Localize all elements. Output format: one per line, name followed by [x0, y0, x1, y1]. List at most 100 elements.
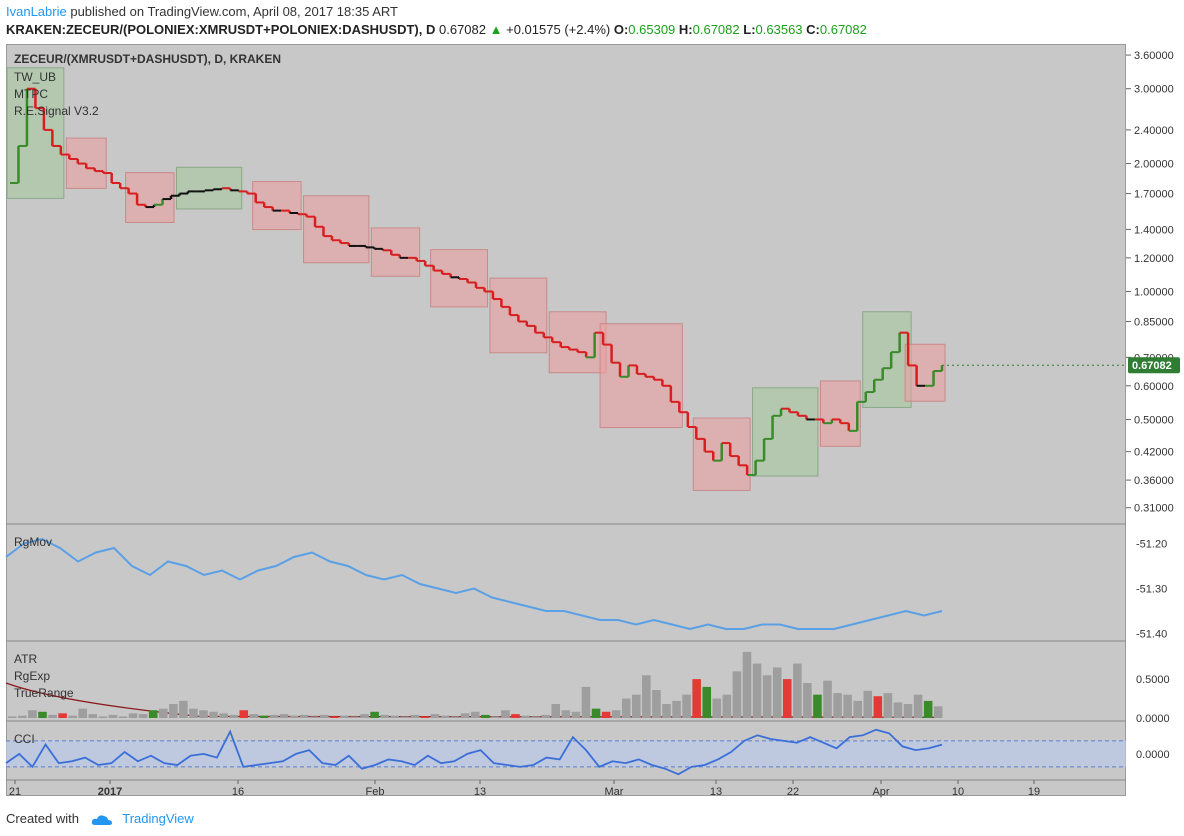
truerange-bar: [682, 694, 691, 718]
price-axis[interactable]: [1126, 44, 1184, 796]
tradingview-brand-link[interactable]: TradingView: [122, 811, 194, 826]
truerange-bar: [853, 700, 862, 718]
rgmov-series-line: [5, 537, 943, 631]
low-label: L:: [743, 22, 756, 37]
truerange-bar: [138, 714, 148, 718]
truerange-bar: [712, 698, 722, 718]
truerange-bar: [632, 694, 641, 718]
truerange-bar: [833, 693, 842, 718]
truerange-bar: [903, 704, 913, 718]
atr-tick-label: 0.5000: [1136, 674, 1170, 686]
truerange-bar: [219, 713, 228, 718]
cci-label[interactable]: CCI: [14, 732, 35, 746]
indicator-label-mtpc[interactable]: MTPC: [14, 87, 48, 101]
publish-line: IvanLabrie published on TradingView.com,…: [6, 4, 398, 19]
indicator-label-re-signal[interactable]: R.E.Signal V3.2: [14, 104, 99, 118]
open-value: 0.65309: [628, 22, 676, 37]
truerange-bar: [521, 715, 530, 718]
truerange-bar: [501, 710, 510, 718]
truerange-bar: [883, 693, 893, 718]
indicator-label-tw-ub[interactable]: TW_UB: [14, 70, 56, 84]
price-tick-label: 0.36000: [1134, 475, 1174, 487]
truerange-bar: [78, 708, 88, 718]
high-value: 0.67082: [692, 22, 740, 37]
range-box-red: [904, 343, 946, 402]
truerange-bar: [823, 680, 832, 718]
truerange-bar: [702, 686, 712, 718]
truerange-bar: [148, 710, 158, 718]
time-tick-label: 16: [232, 786, 244, 798]
truerange-bar: [68, 715, 77, 718]
footer: Created with TradingView: [6, 811, 194, 826]
truerange-bar: [158, 708, 168, 718]
range-box-red: [489, 277, 548, 354]
truerange-bar: [189, 708, 198, 718]
truerange-bar: [692, 679, 701, 718]
truerange-bar: [410, 714, 420, 718]
truerange-bar: [249, 714, 259, 718]
truerange-bar: [601, 711, 611, 718]
price-tick-label: 0.50000: [1134, 414, 1174, 426]
truerange-bar: [803, 683, 812, 718]
truerange-bar: [259, 715, 269, 718]
price-tick-label: 2.00000: [1134, 159, 1174, 171]
truerange-bar: [460, 713, 470, 718]
truerange-bar: [118, 716, 128, 718]
range-box-red: [370, 227, 421, 277]
published-text: published on TradingView.com, April 08, …: [70, 4, 398, 19]
price-tick-label: 1.40000: [1134, 224, 1174, 236]
truerange-bar: [309, 716, 319, 718]
truerange-bar: [88, 714, 98, 718]
truerange-bar: [752, 663, 762, 718]
truerange-bar: [571, 711, 581, 718]
cci-series-line: [5, 728, 943, 776]
price-tick-label: 0.42000: [1134, 447, 1174, 459]
range-box-green: [752, 387, 819, 477]
truerange-bar: [662, 704, 671, 718]
truerange-bar: [299, 714, 309, 718]
truerange-bar: [340, 715, 349, 718]
truerange-label[interactable]: TrueRange: [14, 686, 74, 700]
rgmov-tick-label: -51.30: [1136, 584, 1167, 596]
truerange-bar: [28, 710, 37, 718]
range-box-red: [303, 195, 370, 264]
truerange-bar: [541, 714, 550, 718]
time-tick-label: Feb: [366, 786, 385, 798]
author-link[interactable]: IvanLabrie: [6, 4, 67, 19]
truerange-bar: [551, 704, 561, 718]
truerange-bar: [18, 715, 27, 718]
close-value: 0.67082: [819, 22, 867, 37]
last-price: 0.67082: [439, 22, 486, 37]
price-tick-label: 0.31000: [1134, 503, 1174, 515]
chart-title: ZECEUR/(XMRUSDT+DASHUSDT), D, KRAKEN: [14, 52, 282, 66]
time-tick-label: 10: [952, 786, 964, 798]
truerange-bar: [933, 706, 943, 718]
atr-label[interactable]: ATR: [14, 652, 38, 666]
truerange-bar: [380, 714, 389, 718]
price-tick-label: 0.85000: [1134, 317, 1174, 329]
open-label: O:: [613, 22, 629, 37]
truerange-bar: [742, 651, 752, 718]
last-price-badge-label: 0.67082: [1132, 360, 1172, 372]
rgmov-tick-label: -51.20: [1136, 539, 1167, 551]
truerange-bar: [652, 690, 661, 718]
range-box-red: [819, 380, 861, 447]
truerange-bar: [320, 714, 329, 718]
cci-tick-label: 0.0000: [1136, 749, 1170, 761]
rgmov-label[interactable]: RgMov: [14, 535, 53, 549]
truerange-bar: [621, 698, 631, 718]
truerange-bar: [229, 714, 238, 718]
price-tick-label: 1.20000: [1134, 253, 1174, 265]
time-tick-label: 13: [474, 786, 486, 798]
truerange-bar: [782, 679, 792, 718]
range-box-red: [599, 323, 683, 429]
price-tick-label: 3.60000: [1134, 50, 1174, 62]
rgexp-label[interactable]: RgExp: [14, 669, 51, 683]
truerange-bar: [370, 711, 379, 718]
time-tick-label: 22: [787, 786, 799, 798]
truerange-bar: [360, 714, 369, 718]
truerange-bar: [793, 663, 802, 718]
time-tick-label: 13: [710, 786, 722, 798]
time-tick-label: 21: [9, 786, 21, 798]
